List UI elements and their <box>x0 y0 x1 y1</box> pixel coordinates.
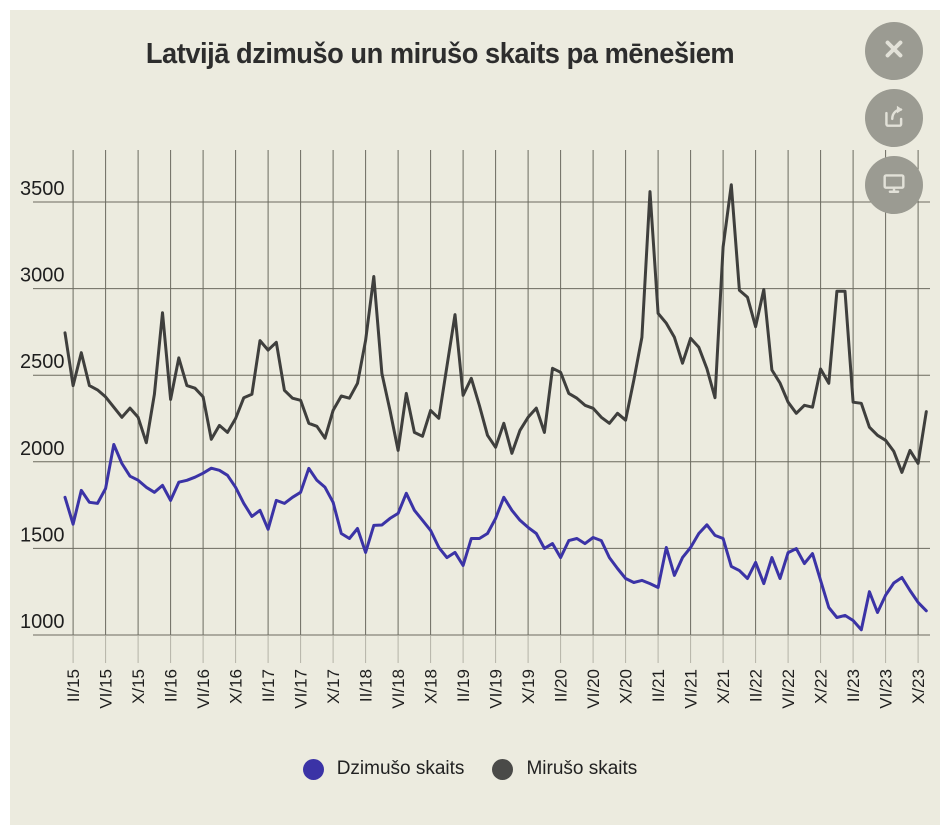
x-tick-label: VI/19 <box>487 669 506 709</box>
x-tick-label: VI/20 <box>584 669 603 709</box>
x-tick-label: X/17 <box>324 669 343 704</box>
x-tick-label: X/21 <box>714 669 733 704</box>
x-tick-label: X/23 <box>909 669 928 704</box>
x-tick-label: X/15 <box>129 669 148 704</box>
x-tick-label: X/16 <box>227 669 246 704</box>
x-tick-label: II/22 <box>747 669 766 702</box>
x-tick-label: VI/18 <box>389 669 408 709</box>
x-tick-label: VI/23 <box>877 669 896 709</box>
legend-item-births: Dzimušo skaits <box>302 758 465 780</box>
series-line-deaths <box>63 183 928 474</box>
chart-title: Latvijā dzimušo un mirušo skaits pa mēne… <box>145 38 735 70</box>
x-tick-label: II/19 <box>454 669 473 702</box>
y-tick-label: 1500 <box>20 524 65 546</box>
chart-card <box>10 10 940 825</box>
y-tick-label: 2500 <box>20 351 65 373</box>
x-tick-label: II/20 <box>552 669 571 702</box>
deaths-legend-label: Mirušo skaits <box>526 758 638 779</box>
y-tick-label: 3500 <box>20 178 65 200</box>
x-tick-label: II/17 <box>259 669 278 702</box>
x-tick-label: II/18 <box>357 669 376 702</box>
x-tick-label: VI/16 <box>194 669 213 709</box>
x-tick-label: VI/17 <box>292 669 311 709</box>
y-tick-label: 2000 <box>20 438 65 460</box>
share-button[interactable] <box>865 89 923 147</box>
y-tick-label: 3000 <box>20 265 65 287</box>
y-tick-label: 1000 <box>20 611 65 633</box>
legend: Dzimušo skaits Mirušo skaits <box>0 758 940 780</box>
births-legend-dot <box>302 758 324 780</box>
x-tick-label: II/21 <box>649 669 668 702</box>
x-tick-label: II/15 <box>64 669 83 702</box>
deaths-legend-dot <box>492 758 514 780</box>
x-tick-label: X/19 <box>519 669 538 704</box>
legend-item-deaths: Mirušo skaits <box>492 758 637 780</box>
close-button[interactable] <box>865 22 923 80</box>
x-tick-label: VI/22 <box>779 669 798 709</box>
x-tick-label: X/22 <box>812 669 831 704</box>
monitor-icon <box>880 169 908 202</box>
x-tick-label: II/16 <box>162 669 181 702</box>
series-line-births <box>63 443 928 632</box>
x-tick-label: X/18 <box>422 669 441 704</box>
share-icon <box>880 102 908 135</box>
x-tick-label: VI/21 <box>682 669 701 709</box>
screen-button[interactable] <box>865 156 923 214</box>
births-legend-label: Dzimušo skaits <box>336 758 465 779</box>
x-tick-label: X/20 <box>617 669 636 704</box>
close-icon <box>880 35 908 68</box>
x-tick-label: II/23 <box>844 669 863 702</box>
x-tick-label: VI/15 <box>97 669 116 709</box>
